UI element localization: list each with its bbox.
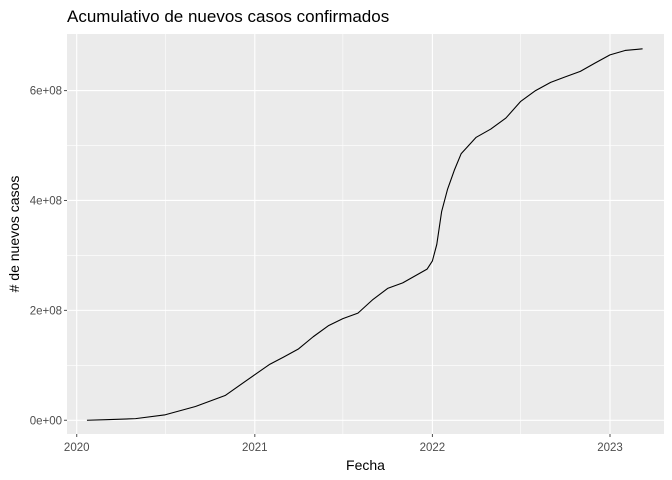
minor-gridlines <box>67 34 664 434</box>
x-tick-label: 2020 <box>64 442 90 454</box>
y-tick-label: 6e+08 <box>30 86 62 98</box>
chart-title: Acumulativo de nuevos casos confirmados <box>67 7 389 26</box>
y-tick-label: 4e+08 <box>30 195 62 207</box>
series-layer <box>86 48 643 421</box>
x-tick-label: 2022 <box>420 442 446 454</box>
x-axis-title: Fecha <box>346 457 385 473</box>
x-tick-label: 2023 <box>597 442 623 454</box>
plot-panel <box>67 34 664 434</box>
y-tick-label: 2e+08 <box>30 305 62 317</box>
y-axis-title: # de nuevos casos <box>6 176 22 293</box>
x-tick-label: 2021 <box>242 442 268 454</box>
series-line <box>86 48 643 421</box>
y-tick-label: 0e+00 <box>30 415 62 427</box>
x-axis: 2020 2021 2022 2023 <box>64 434 623 454</box>
major-gridlines <box>67 34 664 434</box>
y-axis: 0e+00 2e+08 4e+08 6e+08 <box>30 86 67 427</box>
